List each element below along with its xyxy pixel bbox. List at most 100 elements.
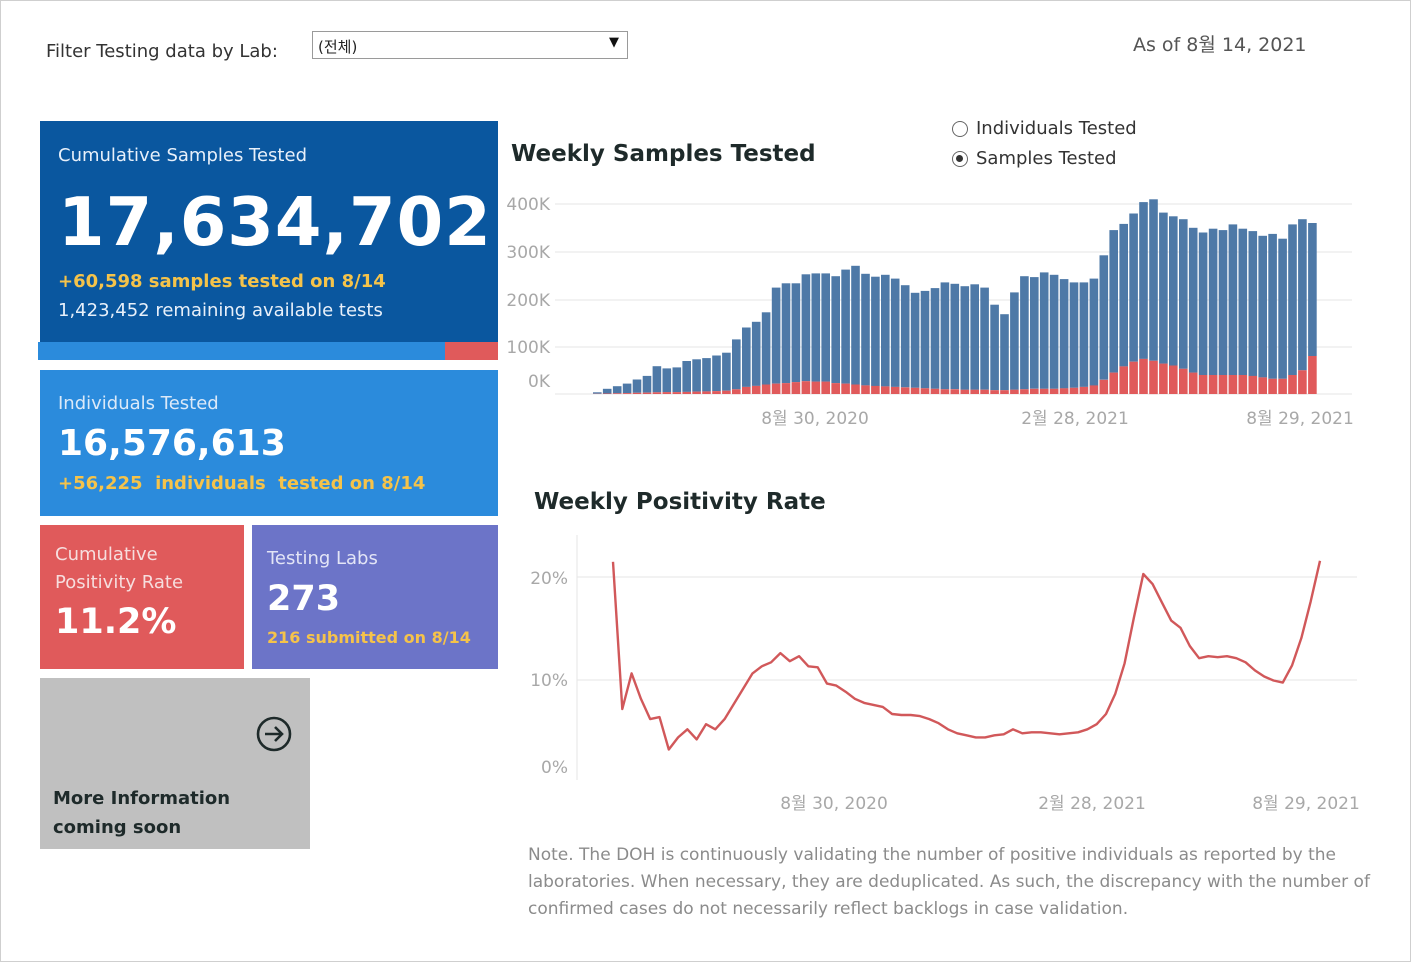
testing-labs-label: Testing Labs	[267, 548, 378, 569]
cumulative-positivity-card: Cumulative Positivity Rate 11.2%	[40, 525, 244, 669]
as-of-date: As of 8월 14, 2021	[1133, 34, 1307, 56]
bar-negative	[990, 304, 999, 391]
bar-negative	[642, 375, 652, 393]
bar-negative	[1278, 238, 1287, 379]
bar-positive	[622, 393, 632, 394]
bar-positive	[1139, 358, 1148, 394]
bar-positive	[672, 392, 682, 394]
bar-negative	[930, 288, 940, 389]
line-y-tick-label: 0%	[541, 758, 568, 778]
bar-positive	[1198, 375, 1208, 394]
bar-positive	[1030, 388, 1039, 394]
bar-y-tick-label: 300K	[506, 243, 550, 263]
bar-positive	[1188, 372, 1198, 394]
bar-positive	[761, 384, 771, 394]
bar-negative	[1268, 233, 1277, 379]
bar-x-tick-label: 8월 30, 2020	[761, 409, 869, 429]
positivity-value: 11.2%	[55, 602, 177, 642]
dropdown-arrow-icon[interactable]: ▼	[609, 35, 619, 50]
bar-negative	[662, 368, 672, 393]
bar-positive	[1169, 365, 1178, 394]
bar-negative	[861, 273, 870, 386]
bar-positive	[881, 386, 890, 394]
weekly-samples-title: Weekly Samples Tested	[511, 141, 816, 167]
radio-samples-tested[interactable]: Samples Tested	[952, 148, 1117, 169]
bar-negative	[900, 285, 910, 388]
bar-positive	[1238, 375, 1248, 394]
line-x-tick-label: 2월 28, 2021	[1038, 794, 1146, 814]
bar-positive	[642, 392, 652, 394]
bar-negative	[1198, 232, 1208, 375]
bar-positive	[890, 386, 900, 394]
bar-positive	[831, 383, 840, 394]
bar-positive	[1089, 385, 1099, 394]
bar-negative	[672, 367, 682, 393]
bar-positive	[722, 390, 731, 394]
individuals-tested-value: 16,576,613	[58, 423, 286, 464]
bar-negative	[1129, 213, 1138, 362]
bar-positive	[1069, 387, 1079, 394]
more-information-text: More Information coming soon	[53, 788, 231, 838]
bar-positive	[1258, 377, 1267, 394]
bar-positive	[1159, 363, 1168, 394]
cumulative-samples-label: Cumulative Samples Tested	[58, 145, 307, 166]
bar-x-tick-label: 2월 28, 2021	[1021, 409, 1129, 429]
bar-positive	[791, 382, 801, 394]
radio-individuals-tested[interactable]: Individuals Tested	[952, 118, 1137, 139]
bar-positive	[1119, 366, 1128, 394]
line-y-tick-label: 10%	[530, 671, 568, 691]
bar-negative	[1218, 230, 1228, 375]
progress-fill	[38, 342, 446, 360]
bar-positive	[1010, 389, 1019, 394]
bar-negative	[602, 388, 612, 394]
bar-negative	[1119, 223, 1128, 367]
bar-negative	[593, 392, 602, 394]
bar-positive	[612, 393, 622, 394]
bar-negative	[1149, 199, 1158, 361]
line-x-tick-label: 8월 30, 2020	[780, 794, 888, 814]
cumulative-samples-card: Cumulative Samples Tested 17,634,702 +60…	[40, 121, 498, 342]
bar-positive	[940, 389, 950, 395]
arrow-circle-right-icon[interactable]	[256, 716, 292, 752]
labs-submitted: 216 submitted on 8/14	[267, 628, 471, 647]
bar-positive	[771, 383, 781, 394]
more-information-card[interactable]: More Information coming soon	[40, 678, 310, 849]
bar-negative	[1109, 230, 1118, 373]
bar-positive	[732, 389, 741, 395]
bar-positive	[1129, 361, 1138, 394]
weekly-positivity-title: Weekly Positivity Rate	[534, 489, 826, 515]
individuals-tested-card: Individuals Tested 16,576,613 +56,225 in…	[40, 370, 498, 516]
bar-negative	[940, 282, 950, 390]
bar-positive	[751, 385, 761, 394]
bar-negative	[1059, 279, 1069, 389]
bar-negative	[1258, 235, 1267, 378]
lab-filter-dropdown[interactable]: (전체) ▼	[312, 31, 628, 59]
radio-icon[interactable]	[952, 121, 968, 137]
bar-positive	[702, 391, 711, 394]
bar-negative	[1039, 272, 1049, 389]
bar-negative	[1099, 255, 1109, 380]
bar-negative	[1298, 219, 1307, 371]
bar-negative	[1049, 274, 1059, 389]
radio-label-individuals: Individuals Tested	[976, 118, 1137, 139]
filter-label: Filter Testing data by Lab:	[46, 41, 278, 62]
bar-positive	[861, 385, 870, 394]
bar-positive	[1049, 388, 1059, 394]
bar-negative	[1020, 276, 1029, 390]
bar-negative	[851, 265, 860, 385]
bar-negative	[811, 273, 821, 382]
radio-selected-icon[interactable]	[952, 151, 968, 167]
bar-positive	[960, 389, 970, 394]
bar-negative	[761, 312, 771, 385]
testing-labs-card: Testing Labs 273 216 submitted on 8/14	[252, 525, 498, 669]
positivity-label: Cumulative Positivity Rate	[55, 544, 184, 593]
bar-negative	[871, 276, 880, 386]
bar-negative	[1238, 228, 1248, 375]
bar-negative	[682, 361, 691, 392]
bar-negative	[1159, 212, 1168, 364]
line-y-tick-label: 20%	[530, 569, 568, 589]
testing-labs-value: 273	[267, 579, 341, 619]
lab-filter-value: (전체)	[318, 38, 358, 56]
bar-positive	[1268, 378, 1277, 394]
line-x-tick-label: 8월 29, 2021	[1252, 794, 1360, 814]
